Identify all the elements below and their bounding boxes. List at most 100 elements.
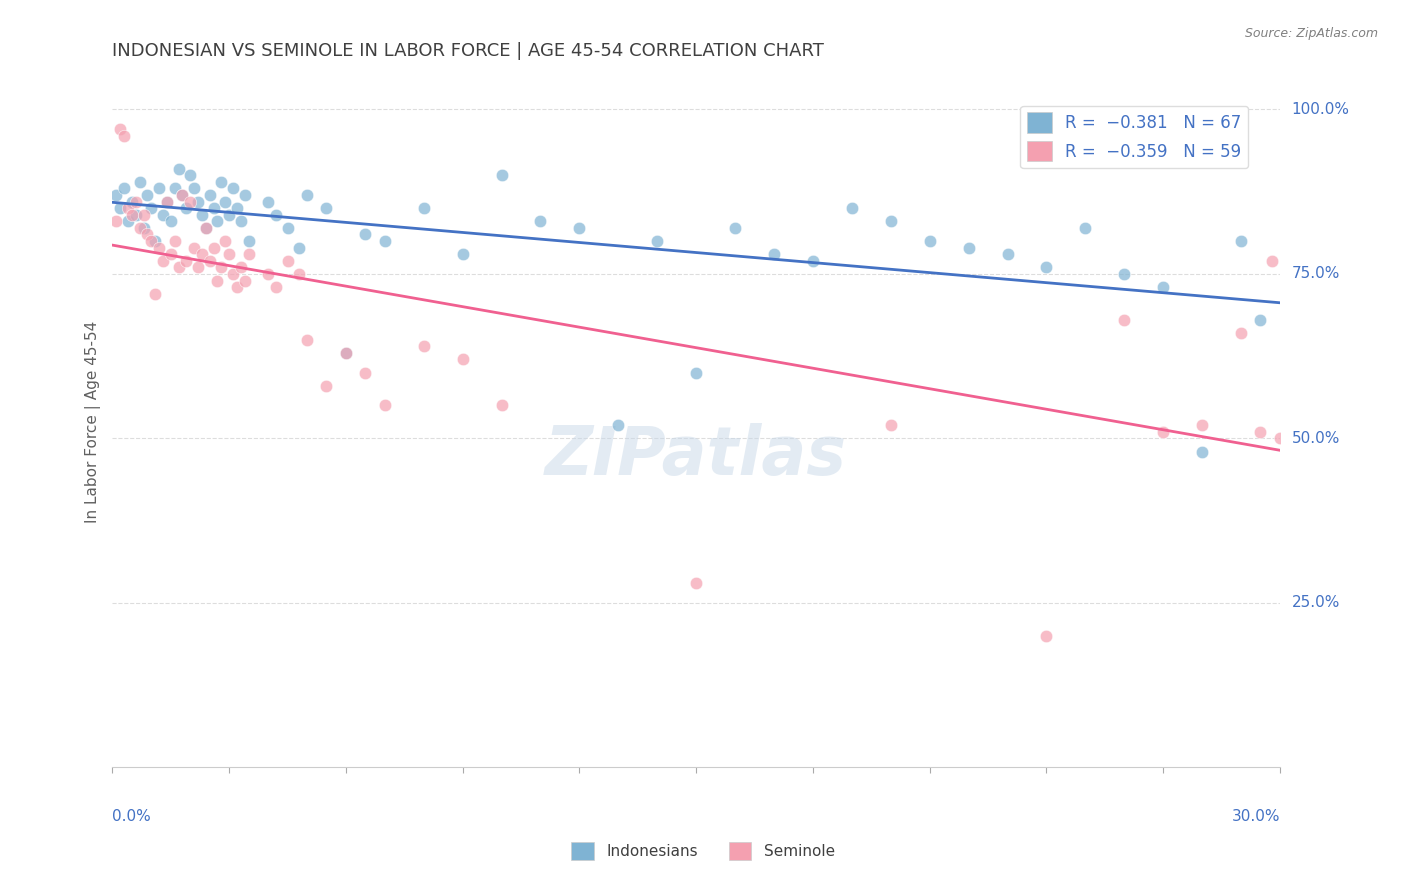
Point: [172, 188, 194, 202]
Point: [207, 214, 229, 228]
Point: [143, 234, 166, 248]
Point: [156, 194, 179, 209]
Point: [607, 418, 630, 433]
Point: [148, 181, 170, 195]
Point: [202, 201, 225, 215]
Point: [233, 273, 256, 287]
Point: [218, 208, 240, 222]
Point: [128, 175, 150, 189]
Text: 30.0%: 30.0%: [1232, 809, 1279, 823]
Point: [1308, 418, 1330, 433]
Point: [207, 273, 229, 287]
Text: 75.0%: 75.0%: [1292, 267, 1340, 282]
Legend: Indonesians, Seminole: Indonesians, Seminole: [565, 836, 841, 866]
Point: [159, 214, 181, 228]
Point: [176, 201, 198, 215]
Point: [214, 194, 236, 209]
Point: [198, 253, 221, 268]
Y-axis label: In Labor Force | Age 45-54: In Labor Force | Age 45-54: [86, 321, 101, 523]
Text: 100.0%: 100.0%: [1292, 102, 1350, 117]
Point: [163, 181, 186, 195]
Point: [1288, 444, 1310, 458]
Point: [121, 208, 143, 222]
Point: [257, 194, 280, 209]
Point: [209, 175, 232, 189]
Point: [194, 220, 217, 235]
Point: [491, 168, 513, 182]
Point: [1114, 267, 1136, 281]
Point: [167, 260, 190, 275]
Point: [1268, 431, 1291, 445]
Point: [1191, 444, 1213, 458]
Point: [179, 168, 201, 182]
Point: [1114, 313, 1136, 327]
Point: [214, 234, 236, 248]
Point: [132, 208, 155, 222]
Point: [226, 280, 249, 294]
Point: [132, 220, 155, 235]
Point: [125, 208, 148, 222]
Point: [209, 260, 232, 275]
Point: [183, 241, 205, 255]
Point: [183, 181, 205, 195]
Point: [198, 188, 221, 202]
Point: [187, 194, 209, 209]
Point: [257, 267, 280, 281]
Point: [222, 181, 245, 195]
Point: [685, 576, 707, 591]
Point: [136, 188, 159, 202]
Point: [277, 253, 299, 268]
Point: [202, 241, 225, 255]
Point: [762, 247, 785, 261]
Point: [163, 234, 186, 248]
Point: [105, 188, 128, 202]
Point: [112, 128, 135, 143]
Point: [295, 333, 318, 347]
Point: [152, 253, 174, 268]
Point: [238, 234, 260, 248]
Text: INDONESIAN VS SEMINOLE IN LABOR FORCE | AGE 45-54 CORRELATION CHART: INDONESIAN VS SEMINOLE IN LABOR FORCE | …: [112, 42, 824, 60]
Point: [1230, 234, 1253, 248]
Text: ZIPatlas: ZIPatlas: [546, 424, 848, 490]
Text: 25.0%: 25.0%: [1292, 595, 1340, 610]
Point: [187, 260, 209, 275]
Point: [841, 201, 863, 215]
Point: [1074, 220, 1097, 235]
Point: [801, 253, 824, 268]
Point: [233, 188, 256, 202]
Point: [335, 346, 357, 360]
Point: [335, 346, 357, 360]
Point: [491, 399, 513, 413]
Point: [957, 241, 980, 255]
Point: [141, 234, 163, 248]
Point: [1035, 629, 1057, 643]
Point: [568, 220, 591, 235]
Point: [159, 247, 181, 261]
Point: [152, 208, 174, 222]
Point: [1230, 326, 1253, 340]
Point: [295, 188, 318, 202]
Point: [105, 214, 128, 228]
Point: [315, 201, 337, 215]
Point: [918, 234, 941, 248]
Point: [1249, 313, 1271, 327]
Point: [218, 247, 240, 261]
Point: [128, 220, 150, 235]
Point: [277, 220, 299, 235]
Point: [136, 227, 159, 242]
Point: [451, 352, 474, 367]
Point: [226, 201, 249, 215]
Point: [880, 214, 903, 228]
Point: [176, 253, 198, 268]
Point: [229, 214, 252, 228]
Text: Source: ZipAtlas.com: Source: ZipAtlas.com: [1244, 27, 1378, 40]
Point: [229, 260, 252, 275]
Point: [191, 247, 214, 261]
Point: [141, 201, 163, 215]
Point: [374, 399, 396, 413]
Point: [117, 201, 139, 215]
Point: [167, 161, 190, 176]
Point: [264, 280, 287, 294]
Point: [194, 220, 217, 235]
Point: [880, 418, 903, 433]
